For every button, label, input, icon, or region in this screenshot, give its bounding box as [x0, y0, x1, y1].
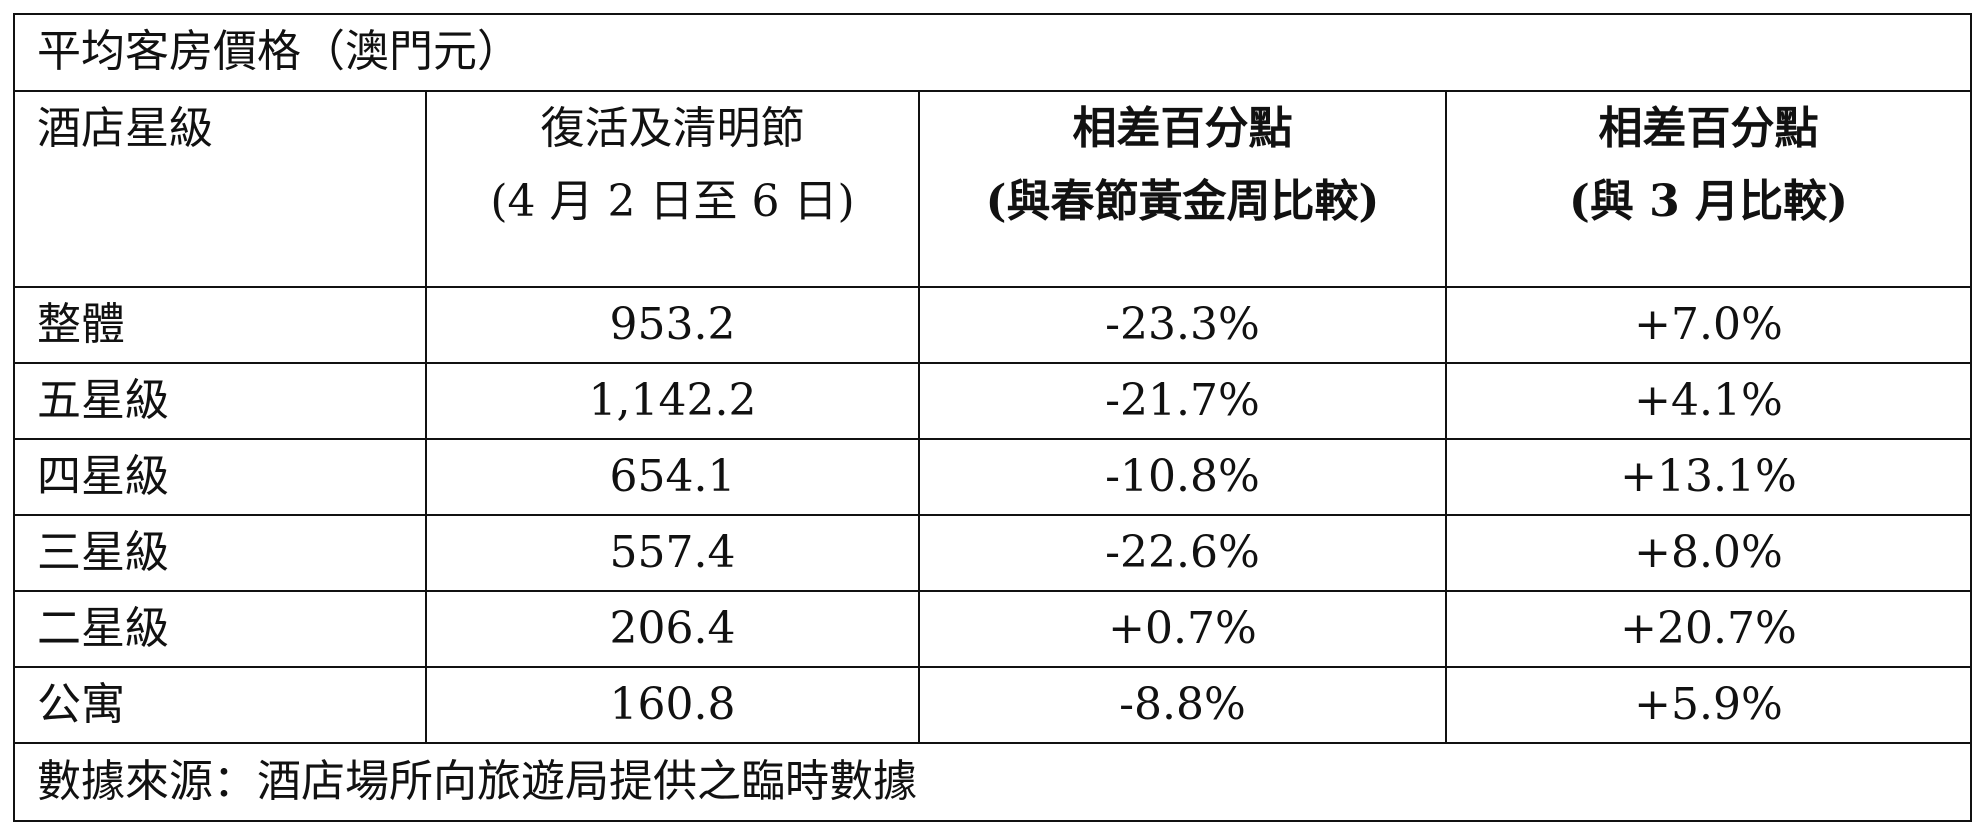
table-title: 平均客房價格（澳門元）: [13, 13, 1972, 92]
row-diff-vs-march: +4.1%: [1445, 362, 1972, 440]
header-easter-period-line2: (4 月 2 日至 6 日): [490, 175, 855, 227]
row-diff-vs-cny: +0.7%: [918, 590, 1447, 668]
hotel-price-table-container: 平均客房價格（澳門元） 酒店星級 復活及清明節 (4 月 2 日至 6 日) 相…: [13, 13, 1972, 822]
hotel-price-table: 平均客房價格（澳門元） 酒店星級 復活及清明節 (4 月 2 日至 6 日) 相…: [13, 13, 1972, 822]
table-row: 整體 953.2 -23.3% +7.0%: [13, 286, 1972, 364]
row-category: 五星級: [13, 362, 427, 440]
header-diff-vs-march-line1: 相差百分點: [1598, 103, 1819, 154]
data-source-note: 數據來源：酒店場所向旅遊局提供之臨時數據: [13, 742, 1972, 822]
header-hotel-grade: 酒店星級: [13, 90, 427, 288]
row-category: 二星級: [13, 590, 427, 668]
row-diff-vs-march: +5.9%: [1445, 666, 1972, 744]
row-diff-vs-cny: -8.8%: [918, 666, 1447, 744]
table-row: 五星級 1,142.2 -21.7% +4.1%: [13, 362, 1972, 440]
row-diff-vs-cny: -22.6%: [918, 514, 1447, 592]
row-category: 三星級: [13, 514, 427, 592]
header-easter-period: 復活及清明節 (4 月 2 日至 6 日): [425, 90, 920, 288]
table-title-row: 平均客房價格（澳門元）: [13, 13, 1972, 92]
row-price: 557.4: [425, 514, 920, 592]
row-price: 654.1: [425, 438, 920, 516]
row-price: 1,142.2: [425, 362, 920, 440]
row-price: 206.4: [425, 590, 920, 668]
table-footer-row: 數據來源：酒店場所向旅遊局提供之臨時數據: [13, 742, 1972, 822]
row-diff-vs-cny: -21.7%: [918, 362, 1447, 440]
table-row: 公寓 160.8 -8.8% +5.9%: [13, 666, 1972, 744]
row-price: 160.8: [425, 666, 920, 744]
header-easter-period-line1: 復活及清明節: [540, 103, 805, 154]
header-diff-vs-march: 相差百分點 (與 3 月比較): [1445, 90, 1972, 288]
table-row: 二星級 206.4 +0.7% +20.7%: [13, 590, 1972, 668]
row-diff-vs-march: +7.0%: [1445, 286, 1972, 364]
row-diff-vs-march: +13.1%: [1445, 438, 1972, 516]
table-row: 三星級 557.4 -22.6% +8.0%: [13, 514, 1972, 592]
row-diff-vs-march: +20.7%: [1445, 590, 1972, 668]
row-category: 整體: [13, 286, 427, 364]
table-row: 四星級 654.1 -10.8% +13.1%: [13, 438, 1972, 516]
row-category: 四星級: [13, 438, 427, 516]
row-diff-vs-march: +8.0%: [1445, 514, 1972, 592]
header-hotel-grade-label: 酒店星級: [37, 103, 213, 154]
header-diff-vs-cny: 相差百分點 (與春節黃金周比較): [918, 90, 1447, 288]
header-diff-vs-cny-line1: 相差百分點: [1072, 103, 1293, 154]
row-price: 953.2: [425, 286, 920, 364]
row-diff-vs-cny: -23.3%: [918, 286, 1447, 364]
row-category: 公寓: [13, 666, 427, 744]
header-diff-vs-cny-line2: (與春節黃金周比較): [985, 175, 1380, 227]
header-diff-vs-march-line2: (與 3 月比較): [1569, 175, 1848, 227]
row-diff-vs-cny: -10.8%: [918, 438, 1447, 516]
table-header-row: 酒店星級 復活及清明節 (4 月 2 日至 6 日) 相差百分點 (與春節黃金周…: [13, 90, 1972, 288]
